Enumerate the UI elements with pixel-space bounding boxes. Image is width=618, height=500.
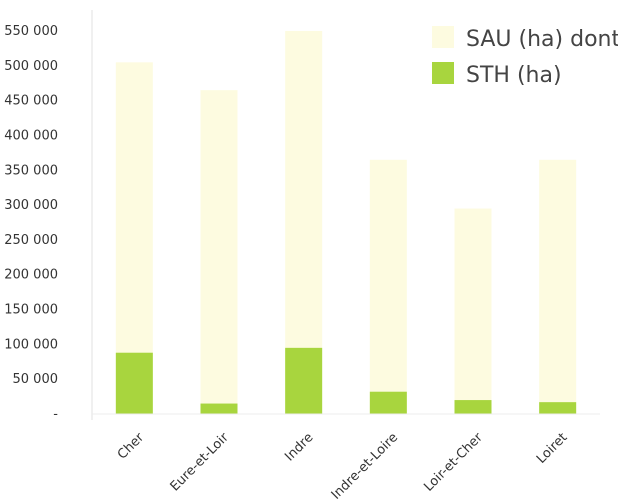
y-tick-label: 50 000 [13, 372, 59, 387]
y-tick-label: 350 000 [4, 163, 58, 178]
y-tick-label: 100 000 [4, 337, 58, 352]
x-tick-label: Eure-et-Loir [168, 430, 233, 495]
bar-sth [115, 352, 153, 414]
x-tick-label: Loiret [534, 430, 571, 467]
x-tick-label: Loir-et-Cher [421, 430, 486, 495]
y-axis-ticks: - 50 000 100 000 150 000 200 000 250 000 300 0… [4, 24, 58, 422]
bar-sth [200, 403, 238, 414]
bars-group [115, 30, 577, 415]
x-tick-label: Indre-et-Loire [329, 430, 401, 500]
y-tick-label: 400 000 [4, 128, 58, 143]
x-axis-labels: Cher Eure-et-Loir Indre Indre-et-Loire Loir-… [115, 430, 571, 500]
legend-swatch-sau [432, 26, 454, 48]
bar-sau [200, 90, 238, 415]
bar-sth [454, 400, 492, 414]
y-tick-label: - [53, 407, 58, 422]
y-tick-label: 250 000 [4, 233, 58, 248]
legend: SAU (ha) dont STH (ha) [432, 26, 618, 88]
bar-sth [539, 402, 577, 414]
y-tick-label: 200 000 [4, 268, 58, 283]
legend-label-sth: STH (ha) [466, 63, 562, 88]
x-tick-label: Indre [282, 430, 316, 464]
x-tick-label: Cher [115, 430, 148, 463]
y-tick-label: 150 000 [4, 303, 58, 318]
y-tick-label: 450 000 [4, 94, 58, 109]
bar-sau [454, 208, 492, 414]
legend-swatch-sth [432, 62, 454, 84]
bar-sau [539, 159, 577, 414]
y-tick-label: 300 000 [4, 198, 58, 213]
bar-sth [285, 347, 323, 414]
y-tick-label: 500 000 [4, 59, 58, 74]
bar-sth [369, 391, 407, 414]
y-tick-label: 550 000 [4, 24, 58, 39]
legend-label-sau: SAU (ha) dont [466, 27, 618, 52]
bar-sau [369, 159, 407, 414]
